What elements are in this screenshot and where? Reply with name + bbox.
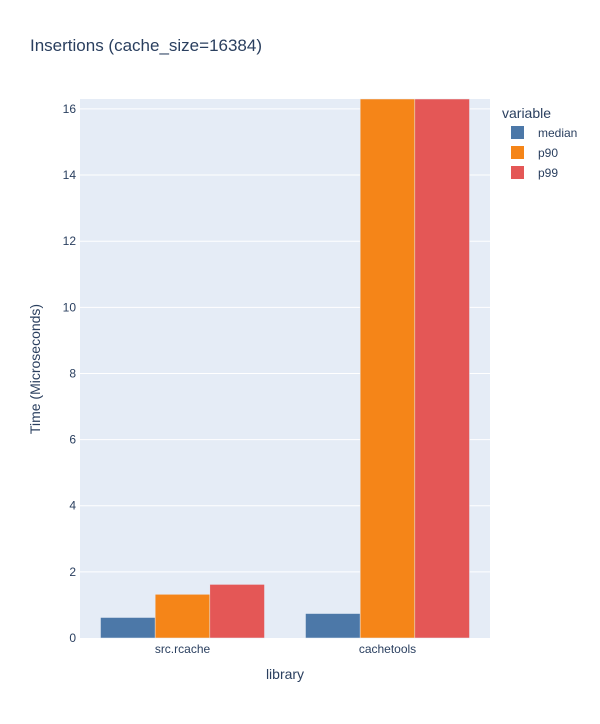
bars: [100, 98, 470, 639]
x-tick-labels: src.rcache cachetools: [155, 642, 416, 656]
legend-label-median[interactable]: median: [538, 126, 577, 140]
legend-swatch-median[interactable]: [511, 126, 524, 139]
y-tick-label: 8: [69, 366, 76, 380]
bar-p90-cachetools[interactable]: [359, 98, 416, 639]
y-tick-label: 12: [63, 234, 77, 248]
bar-median-cachetools[interactable]: [305, 613, 361, 639]
y-tick-label: 2: [69, 565, 76, 579]
bar-p90-src.rcache[interactable]: [154, 594, 211, 639]
legend-swatch-p90[interactable]: [511, 146, 524, 159]
y-tick-label: 16: [63, 102, 77, 116]
bar-median-src.rcache[interactable]: [100, 617, 156, 639]
y-axis-title: Time (Microseconds): [27, 304, 43, 434]
y-tick-label: 14: [63, 168, 77, 182]
y-tick-label: 10: [63, 300, 77, 314]
bar-p99-src.rcache[interactable]: [209, 584, 265, 639]
legend-label-p90[interactable]: p90: [538, 146, 558, 160]
legend: variable median p90 p99: [502, 105, 577, 180]
y-tick-labels: 0 2 4 6 8 10 12 14 16: [63, 102, 77, 645]
x-axis-title: library: [266, 666, 304, 682]
y-tick-label: 0: [69, 631, 76, 645]
bar-p99-cachetools[interactable]: [414, 98, 470, 639]
y-tick-label: 6: [69, 433, 76, 447]
x-tick-label: src.rcache: [155, 642, 211, 656]
chart-title: Insertions (cache_size=16384): [30, 36, 262, 55]
x-tick-label: cachetools: [359, 642, 416, 656]
y-tick-label: 4: [69, 499, 76, 513]
legend-title: variable: [502, 105, 551, 121]
legend-label-p99[interactable]: p99: [538, 166, 558, 180]
legend-swatch-p99[interactable]: [511, 166, 524, 179]
